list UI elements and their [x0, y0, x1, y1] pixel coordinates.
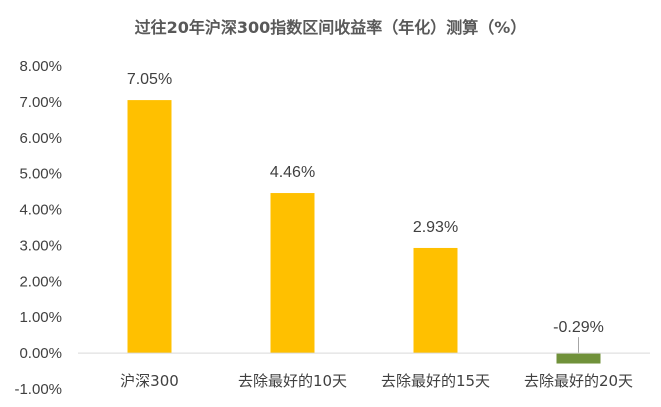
category-label: 去除最好的20天: [524, 372, 633, 390]
y-tick-label: 3.00%: [19, 237, 62, 254]
y-tick-label: 6.00%: [19, 130, 62, 147]
y-tick-label: 0.00%: [19, 345, 62, 362]
y-tick-label: 8.00%: [19, 58, 62, 75]
bar: [127, 100, 172, 354]
bar: [270, 193, 315, 354]
y-tick-label: -1.00%: [14, 381, 62, 398]
y-tick-label: 7.00%: [19, 94, 62, 111]
category-label: 去除最好的15天: [381, 372, 490, 390]
data-label: 4.46%: [270, 164, 315, 181]
bar: [413, 247, 458, 354]
y-tick-label: 2.00%: [19, 273, 62, 290]
bar: [556, 353, 601, 364]
category-label: 去除最好的10天: [238, 372, 347, 390]
category-label: 沪深300: [120, 372, 179, 390]
chart-title: 过往20年沪深300指数区间收益率（年化）测算（%）: [134, 18, 527, 37]
y-tick-label: 4.00%: [19, 202, 62, 219]
y-tick-label: 5.00%: [19, 166, 62, 183]
data-label: -0.29%: [553, 319, 604, 336]
data-label: 2.93%: [413, 219, 458, 236]
data-label: 7.05%: [127, 71, 172, 88]
y-tick-label: 1.00%: [19, 309, 62, 326]
